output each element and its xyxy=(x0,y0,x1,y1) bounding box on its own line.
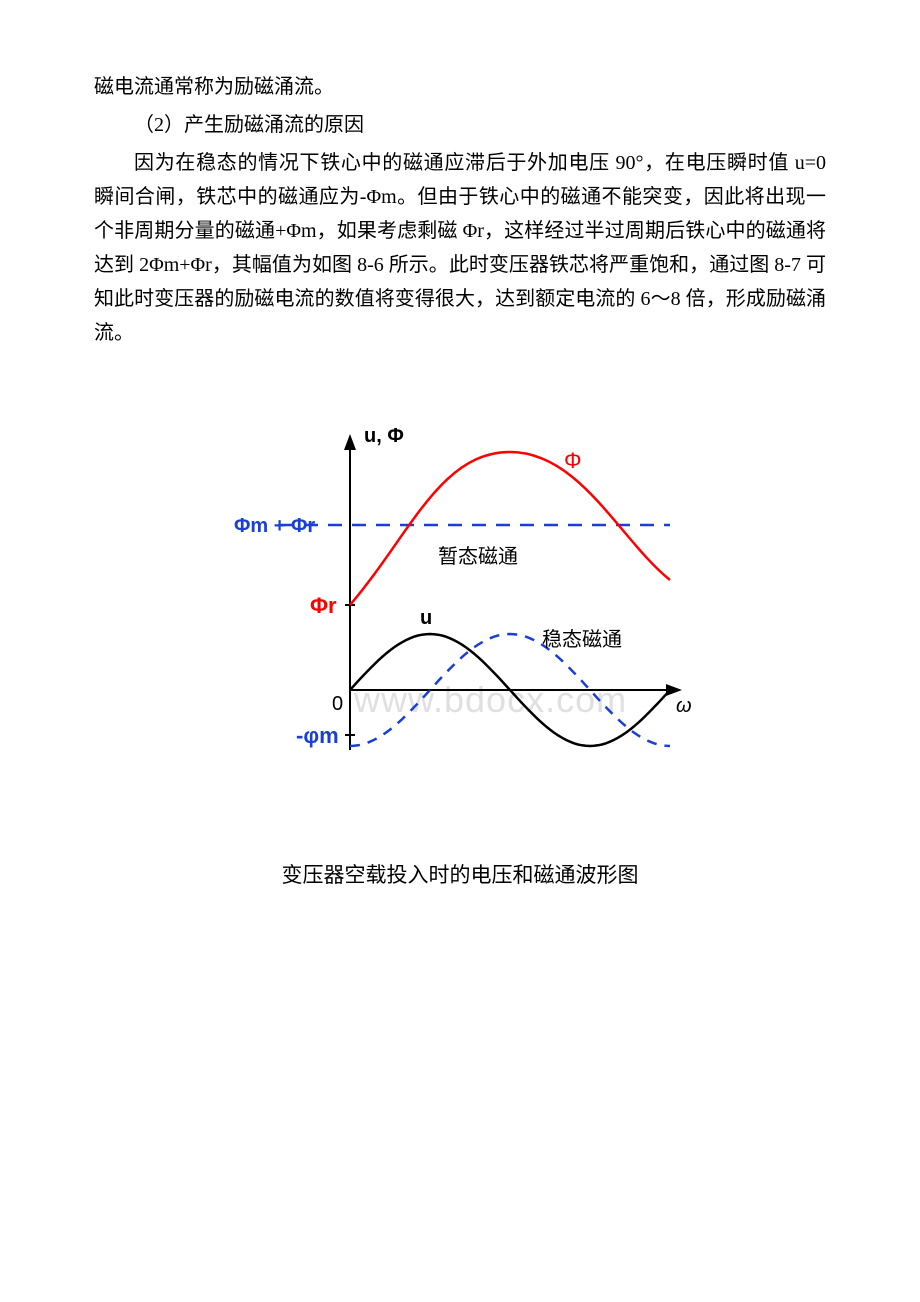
origin-label: 0 xyxy=(332,693,343,715)
voltage-flux-waveform-diagram: www.bdocx.comu, Φω0ΦΦm + Φr暂态磁通Φru稳态磁通-φ… xyxy=(220,410,700,830)
y-axis-label: u, Φ xyxy=(364,425,404,447)
figure-caption: 变压器空载投入时的电压和磁通波形图 xyxy=(282,858,639,894)
figure-container: www.bdocx.comu, Φω0ΦΦm + Φr暂态磁通Φru稳态磁通-φ… xyxy=(94,410,826,894)
steady-flux-label: 稳态磁通 xyxy=(542,628,622,651)
phi-curve xyxy=(350,452,670,605)
x-axis-label: ω xyxy=(676,695,692,717)
neg-phi-m-label: -φm xyxy=(296,723,339,748)
phi-curve-label: Φ xyxy=(564,448,582,473)
paragraph-line-1: 磁电流通常称为励磁涌流。 xyxy=(94,70,826,104)
paragraph-body-3: 因为在稳态的情况下铁心中的磁通应滞后于外加电压 90°，在电压瞬时值 u=0 瞬… xyxy=(94,146,826,350)
phi-m-plus-r-label: Φm + Φr xyxy=(234,515,315,537)
u-curve-label: u xyxy=(420,607,432,629)
phi-r-label: Φr xyxy=(310,593,337,618)
y-axis-arrowhead-icon xyxy=(344,434,356,450)
transient-flux-label: 暂态磁通 xyxy=(438,545,518,568)
paragraph-heading-2: （2）产生励磁涌流的原因 xyxy=(94,108,826,142)
